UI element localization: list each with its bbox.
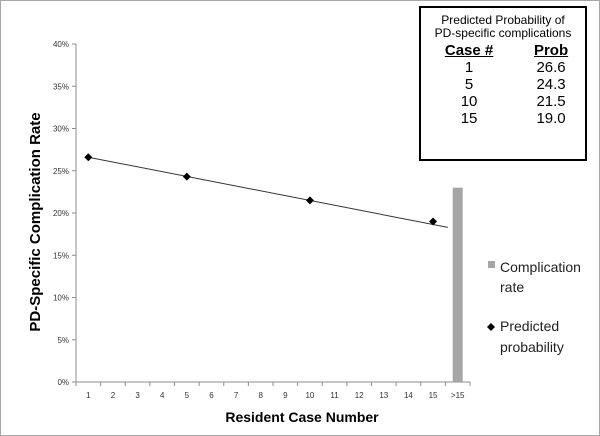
x-tick-label: 6 (209, 391, 214, 400)
x-tick-label: 14 (404, 391, 413, 400)
bar-series (452, 187, 463, 382)
y-tick-label: 10% (53, 294, 69, 303)
y-tick-label: 35% (53, 82, 69, 91)
table-cell-prob: 26.6 (536, 59, 566, 76)
table-row: 15 19.0 (421, 110, 585, 127)
x-tick-label: >15 (451, 391, 465, 400)
trendline-group (88, 156, 448, 228)
x-axis-title: Resident Case Number (225, 409, 379, 425)
legend-label-predicted-probability-line2: probability (500, 339, 564, 355)
x-tick-label: 10 (305, 391, 314, 400)
y-tick-label: 5% (57, 336, 69, 345)
inset-header-case: Case # (444, 42, 494, 59)
table-cell-case: 10 (460, 93, 478, 110)
x-axis-ticks: 1 2 3 4 5 6 7 8 9 10 11 12 13 14 15 >15 (75, 382, 471, 400)
predicted-probability-point (429, 217, 438, 226)
table-cell-case: 1 (464, 59, 474, 76)
y-tick-label: 0% (57, 378, 69, 387)
legend: Complication rate Predicted probability (487, 259, 581, 355)
bar-complication-rate (452, 187, 463, 382)
table-cell-prob: 24.3 (536, 76, 566, 93)
x-tick-label: 12 (355, 391, 364, 400)
x-tick-label: 11 (330, 391, 339, 400)
legend-marker-predicted-probability (487, 323, 495, 331)
trendline (88, 156, 448, 228)
inset-table-header-row: Case # Prob (421, 42, 585, 59)
y-tick-label: 15% (53, 251, 69, 260)
predicted-probability-point (182, 172, 191, 181)
x-tick-label: 7 (234, 391, 239, 400)
legend-label-complication-rate-line1: Complication (500, 259, 581, 275)
x-tick-label: 1 (86, 391, 91, 400)
y-tick-label: 20% (53, 209, 69, 218)
x-tick-label: 15 (429, 391, 438, 400)
predicted-probability-point (84, 153, 93, 162)
legend-label-predicted-probability-line1: Predicted (500, 318, 559, 334)
predicted-probability-point (305, 196, 314, 205)
table-row: 10 21.5 (421, 93, 585, 110)
x-tick-label: 8 (258, 391, 263, 400)
legend-label-complication-rate-line2: rate (500, 279, 524, 295)
table-cell-case: 15 (460, 110, 478, 127)
inset-probability-table: Predicted Probability of PD-specific com… (419, 6, 587, 161)
table-row: 1 26.6 (421, 59, 585, 76)
y-axis-title: PD-Specific Complication Rate (27, 112, 44, 331)
legend-swatch-complication-rate (488, 261, 495, 268)
table-cell-prob: 21.5 (536, 93, 566, 110)
point-series (84, 153, 438, 226)
x-tick-label: 5 (185, 391, 190, 400)
x-tick-label: 13 (379, 391, 388, 400)
x-tick-label: 2 (111, 391, 116, 400)
y-tick-label: 25% (53, 167, 69, 176)
x-tick-label: 4 (160, 391, 165, 400)
inset-header-prob: Prob (533, 42, 569, 59)
inset-title: Predicted Probability of PD-specific com… (421, 14, 585, 40)
table-row: 5 24.3 (421, 76, 585, 93)
x-tick-label: 9 (283, 391, 288, 400)
inset-table: Case # Prob 1 26.6 5 24.3 10 21.5 15 19.… (421, 42, 585, 127)
y-tick-label: 40% (53, 40, 69, 49)
y-tick-label: 30% (53, 125, 69, 134)
x-tick-label: 3 (135, 391, 140, 400)
y-axis-ticks: 0% 5% 10% 15% 20% 25% 30% 35% 40% (53, 40, 76, 387)
table-cell-case: 5 (464, 76, 474, 93)
table-cell-prob: 19.0 (536, 110, 566, 127)
inset-title-line2: PD-specific complications (434, 26, 572, 40)
inset-title-line1: Predicted Probability of (441, 13, 565, 27)
